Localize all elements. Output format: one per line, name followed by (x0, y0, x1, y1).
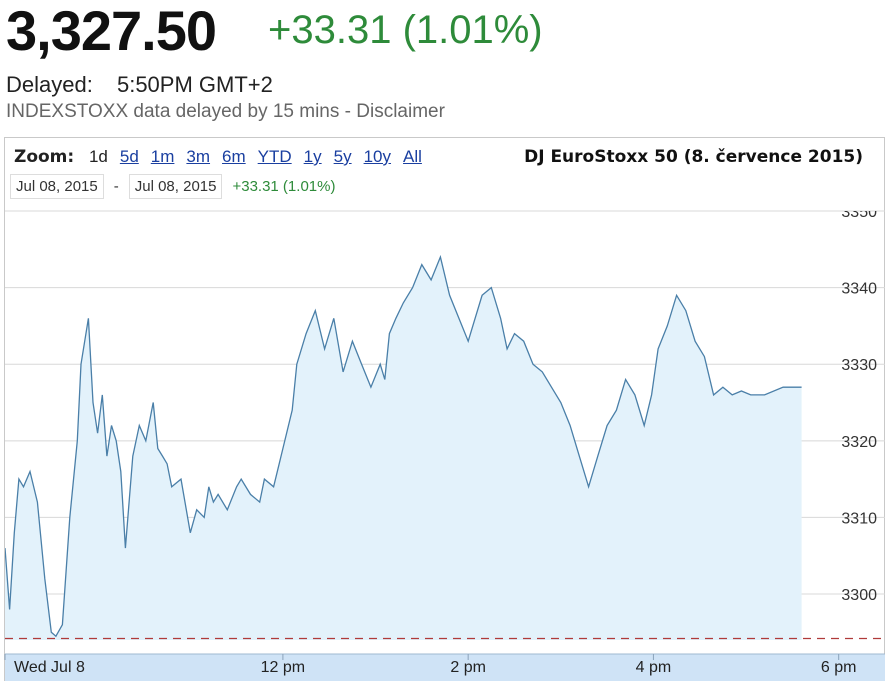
zoom-option-1y[interactable]: 1y (303, 147, 322, 166)
range-to-input[interactable]: Jul 08, 2015 (128, 174, 223, 199)
zoom-option-ytd[interactable]: YTD (257, 147, 292, 166)
zoom-bar: Zoom: 1d 5d 1m 3m 6m YTD 1y 5y 10y All (14, 147, 434, 167)
x-axis-band (5, 654, 885, 681)
range-separator: - (113, 178, 119, 195)
zoom-option-6m[interactable]: 6m (222, 147, 246, 166)
y-tick-label: 3300 (841, 587, 877, 604)
delayed-label: Delayed: (6, 72, 93, 97)
zoom-option-3m[interactable]: 3m (186, 147, 211, 166)
x-tick-label: 2 pm (450, 659, 486, 676)
date-range: Jul 08, 2015 - Jul 08, 2015 +33.31 (1.01… (10, 174, 335, 199)
zoom-options: 1d 5d 1m 3m 6m YTD 1y 5y 10y All (89, 147, 434, 166)
zoom-option-5y[interactable]: 5y (333, 147, 352, 166)
range-from-input[interactable]: Jul 08, 2015 (10, 174, 104, 199)
price-line (5, 254, 802, 638)
y-tick-label: 3320 (841, 434, 877, 451)
price-area (5, 257, 802, 640)
delayed-time: 5:50PM GMT+2 (116, 72, 273, 97)
y-tick-label: 3330 (841, 357, 877, 374)
y-tick-label: 3350 (841, 204, 877, 221)
zoom-option-all[interactable]: All (403, 147, 422, 166)
zoom-option-10y[interactable]: 10y (363, 147, 392, 166)
index-price: 3,327.50 (6, 0, 217, 62)
chart-title: DJ EuroStoxx 50 (8. července 2015) (524, 147, 863, 167)
x-tick-label: Wed Jul 8 (14, 659, 85, 676)
price-change: +33.31 (1.01%) (268, 8, 543, 52)
data-disclaimer[interactable]: INDEXSTOXX data delayed by 15 mins - Dis… (6, 101, 445, 122)
x-tick-label: 4 pm (636, 659, 672, 676)
x-tick-label: 6 pm (821, 659, 857, 676)
zoom-option-1d[interactable]: 1d (88, 147, 108, 166)
y-tick-label: 3340 (841, 281, 877, 298)
range-change: +33.31 (1.01%) (232, 178, 336, 195)
x-tick-label: 12 pm (261, 659, 305, 676)
y-tick-label: 3310 (841, 510, 877, 527)
zoom-option-1m[interactable]: 1m (150, 147, 175, 166)
zoom-label: Zoom: (14, 147, 75, 167)
delayed-status: Delayed: 5:50PM GMT+2 (6, 72, 273, 98)
zoom-option-5d[interactable]: 5d (119, 147, 139, 166)
